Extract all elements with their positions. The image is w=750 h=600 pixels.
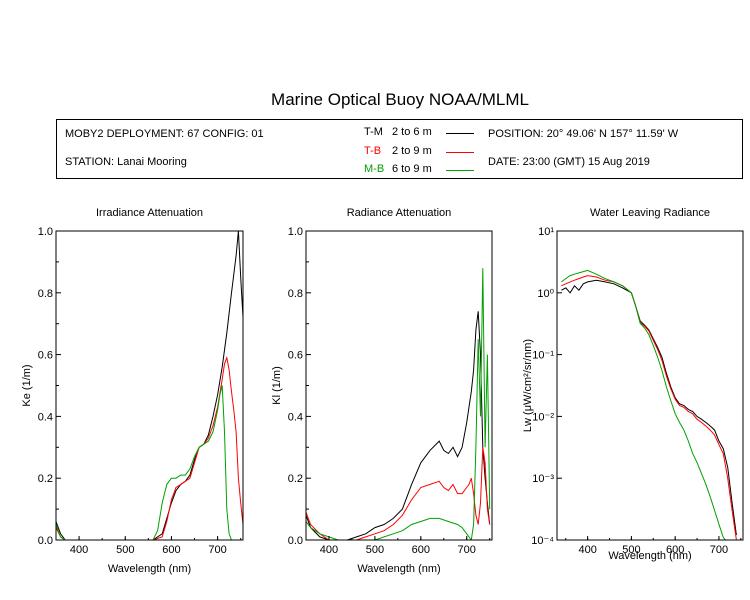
- legend-range-mb: 6 to 9 m: [392, 163, 432, 175]
- page-title: Marine Optical Buoy NOAA/MLML: [271, 90, 529, 109]
- series-line-t-m: [56, 231, 243, 540]
- series-line-m-b: [306, 268, 491, 540]
- y-tick-label: 0.8: [288, 288, 303, 300]
- series-line-t-b: [306, 447, 491, 540]
- x-tick-label: 600: [666, 544, 684, 556]
- chart-title: Water Leaving Radiance: [590, 207, 710, 219]
- x-axis-label: Wavelength (nm): [357, 563, 440, 575]
- legend-code-tm: T-M: [364, 126, 383, 138]
- date-text: DATE: 23:00 (GMT) 15 Aug 2019: [488, 156, 650, 168]
- legend-line-mb: [446, 170, 474, 171]
- y-axis-label: Lw (μW/cm²/sr/nm): [522, 339, 534, 432]
- y-tick-label: 0.6: [288, 350, 303, 362]
- y-tick-label: 10⁰: [537, 288, 554, 300]
- y-tick-label: 0.2: [288, 473, 303, 485]
- y-tick-label: 0.4: [38, 411, 53, 423]
- station-text: STATION: Lanai Mooring: [65, 156, 187, 168]
- y-tick-label: 0.0: [288, 535, 303, 547]
- x-tick-label: 500: [116, 544, 134, 556]
- chart-title: Radiance Attenuation: [347, 207, 452, 219]
- position-text: POSITION: 20° 49.06' N 157° 11.59' W: [488, 128, 679, 140]
- y-tick-label: 0.6: [38, 350, 53, 362]
- y-tick-label: 0.8: [38, 288, 53, 300]
- chart-panel-2: Radiance Attenuation 400 500 600 700 0.0 0.2 0.…: [271, 207, 493, 575]
- x-tick-label: 400: [320, 544, 338, 556]
- chart-title: Irradiance Attenuation: [96, 207, 203, 219]
- info-box: [56, 119, 743, 179]
- legend-line-tb: [446, 152, 474, 153]
- x-tick-label: 700: [208, 544, 226, 556]
- y-tick-label: 10⁻²: [532, 411, 554, 423]
- y-tick-label: 10¹: [538, 226, 554, 238]
- series-line-t-m: [306, 311, 491, 540]
- series-line-t-m: [561, 279, 737, 536]
- legend-range-tm: 2 to 6 m: [392, 126, 432, 138]
- y-axis-label: Ke (1/m): [21, 364, 33, 406]
- plot-frame: [55, 230, 244, 541]
- y-tick-label: 0.2: [38, 473, 53, 485]
- series-line-t-b: [56, 355, 243, 540]
- x-tick-label: 400: [578, 544, 596, 556]
- y-tick-label: 1.0: [38, 226, 53, 238]
- series-line-m-b: [56, 385, 232, 540]
- y-tick-label: 0.4: [288, 411, 303, 423]
- y-tick-label: 1.0: [288, 226, 303, 238]
- deployment-text: MOBY2 DEPLOYMENT: 67 CONFIG: 01: [65, 128, 264, 140]
- series-line-t-b: [561, 275, 737, 540]
- x-tick-label: 700: [458, 544, 476, 556]
- legend-line-tm: [446, 133, 474, 134]
- x-tick-label: 700: [710, 544, 728, 556]
- legend-code-tb: T-B: [364, 145, 382, 157]
- y-tick-label: 0.0: [38, 535, 53, 547]
- y-tick-label: 10⁻¹: [532, 350, 554, 362]
- chart-panel-3: Water Leaving Radiance 400 500 600 700 10⁻⁴ 10…: [522, 207, 744, 562]
- series-line-m-b: [561, 269, 726, 540]
- y-tick-label: 10⁻⁴: [531, 535, 554, 547]
- plot-frame: [305, 230, 493, 541]
- x-axis-label: Wavelength (nm): [608, 550, 691, 562]
- x-tick-label: 500: [366, 544, 384, 556]
- legend-code-mb: M-B: [364, 163, 385, 175]
- x-tick-label: 400: [70, 544, 88, 556]
- legend-range-tb: 2 to 9 m: [392, 145, 432, 157]
- y-tick-label: 10⁻³: [532, 473, 554, 485]
- x-axis-label: Wavelength (nm): [108, 563, 191, 575]
- x-tick-label: 600: [412, 544, 430, 556]
- y-axis-label: Kl (1/m): [271, 366, 283, 405]
- chart-panel-1: Irradiance Attenuation 400 500 600 700 0.0 0.2…: [21, 207, 244, 575]
- plot-frame: [556, 230, 744, 541]
- x-tick-label: 500: [622, 544, 640, 556]
- x-tick-label: 600: [162, 544, 180, 556]
